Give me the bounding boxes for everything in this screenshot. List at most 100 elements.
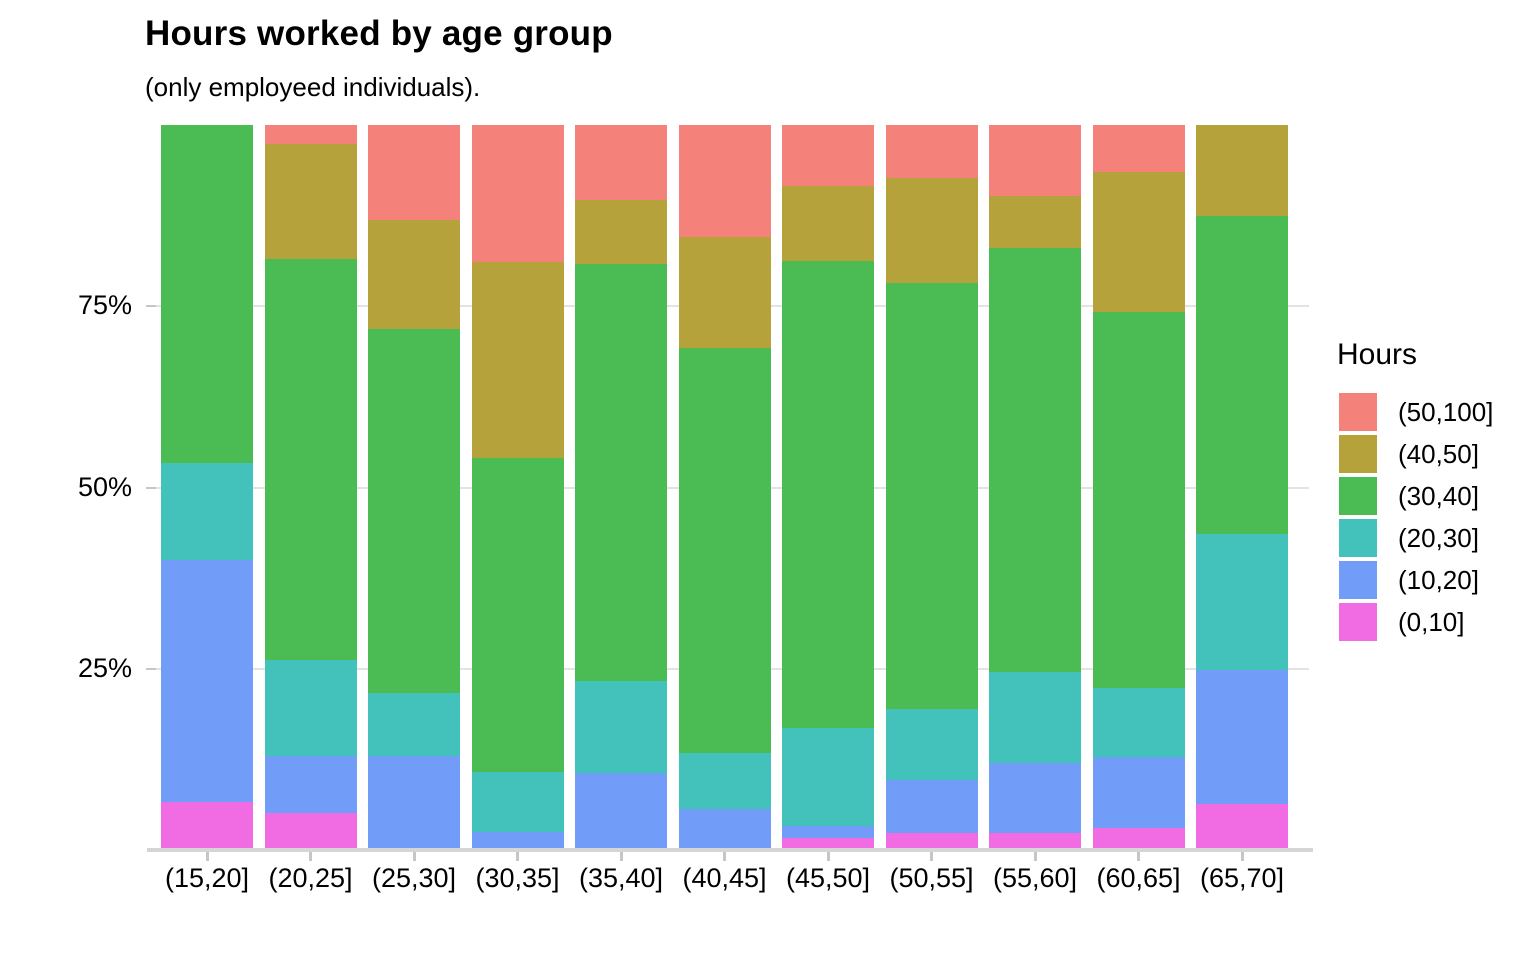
bar-segment-(50,100] xyxy=(575,125,667,200)
bar-segment-(40,50] xyxy=(264,143,357,260)
bar-segment-(40,50] xyxy=(678,236,771,349)
legend-swatch xyxy=(1339,393,1377,431)
bar-(65,70] xyxy=(1196,125,1288,850)
x-tick-mark xyxy=(1137,852,1140,861)
bar-segment-(10,20] xyxy=(1196,670,1288,805)
x-tick-label-(20,25]: (20,25] xyxy=(268,863,353,893)
bar-segment-(50,100] xyxy=(678,125,771,237)
x-tick-mark xyxy=(930,852,933,861)
chart-title: Hours worked by age group xyxy=(145,14,613,53)
bar-segment-(50,100] xyxy=(782,125,874,186)
bar-segment-(20,30] xyxy=(471,771,564,832)
legend-label: (40,50] xyxy=(1398,439,1479,469)
bar-segment-(20,30] xyxy=(264,660,357,756)
bar-segment-(20,30] xyxy=(782,728,874,827)
x-tick-mark xyxy=(205,852,209,861)
bar-segment-(30,40] xyxy=(782,261,874,729)
bar-(30,35] xyxy=(471,125,564,850)
bar-segment-(0,10] xyxy=(1092,828,1185,850)
bar-segment-(10,20] xyxy=(1092,757,1185,829)
bar-segment-(30,40] xyxy=(1092,312,1185,689)
legend-swatch xyxy=(1339,603,1377,641)
x-tick-label-(35,40]: (35,40] xyxy=(578,863,664,893)
bar-segment-(0,10] xyxy=(1196,804,1288,850)
x-tick-label-(25,30]: (25,30] xyxy=(371,863,457,893)
y-tick-label-75: 75% xyxy=(77,290,132,321)
bar-segment-(50,100] xyxy=(1092,125,1185,173)
bar-segment-(20,30] xyxy=(575,681,667,774)
x-tick-label-(30,35]: (30,35] xyxy=(475,863,560,893)
bar-(40,45] xyxy=(678,125,771,850)
bar-segment-(20,30] xyxy=(1196,533,1288,671)
bar-segment-(10,20] xyxy=(264,755,357,814)
legend-swatch xyxy=(1339,561,1377,599)
bar-segment-(30,40] xyxy=(1196,216,1288,534)
legend-label: (50,100] xyxy=(1398,397,1494,427)
bar-(20,25] xyxy=(264,125,357,850)
x-tick-mark xyxy=(723,852,726,861)
x-tick-mark xyxy=(309,852,312,861)
x-tick-mark xyxy=(516,852,519,861)
y-tick-mark xyxy=(146,305,156,308)
bar-segment-(30,40] xyxy=(885,283,978,710)
bar-segment-(30,40] xyxy=(264,259,357,661)
x-tick-label-(55,60]: (55,60] xyxy=(992,863,1078,893)
legend-swatch xyxy=(1339,477,1377,515)
bar-segment-(30,40] xyxy=(989,248,1081,672)
x-tick-label-(15,20]: (15,20] xyxy=(164,863,250,893)
bar-segment-(20,30] xyxy=(989,671,1081,763)
bar-segment-(50,100] xyxy=(264,125,357,144)
bar-segment-(0,10] xyxy=(161,802,253,850)
bar-segment-(0,10] xyxy=(264,813,357,850)
bar-segment-(40,50] xyxy=(989,196,1081,249)
bar-segment-(50,100] xyxy=(989,125,1081,197)
x-tick-label-(45,50]: (45,50] xyxy=(785,863,871,893)
legend-label: (20,30] xyxy=(1398,523,1479,553)
bar-segment-(40,50] xyxy=(885,177,978,284)
legend-label: (30,40] xyxy=(1398,481,1479,511)
bar-segment-(30,40] xyxy=(575,264,667,682)
bar-(50,55] xyxy=(885,125,978,850)
y-tick-mark xyxy=(146,667,156,670)
x-axis-line xyxy=(147,848,1313,852)
bar-segment-(40,50] xyxy=(368,219,460,329)
legend-title: Hours xyxy=(1337,338,1418,371)
legend-swatch xyxy=(1339,519,1377,557)
bar-segment-(40,50] xyxy=(471,262,564,458)
chart-subtitle: (only employeed individuals). xyxy=(145,72,481,102)
y-tick-mark xyxy=(146,486,156,489)
bar-segment-(10,20] xyxy=(678,808,771,850)
x-tick-mark xyxy=(1033,852,1037,861)
y-tick-label-50: 50% xyxy=(77,471,132,502)
legend-label: (0,10] xyxy=(1398,607,1465,637)
bar-segment-(0,10] xyxy=(885,833,978,850)
legend-swatch xyxy=(1339,435,1377,473)
bar-segment-(20,30] xyxy=(885,709,978,780)
bar-(45,50] xyxy=(782,125,874,850)
x-tick-mark xyxy=(619,852,623,861)
bar-segment-(50,100] xyxy=(368,125,460,220)
bar-segment-(40,50] xyxy=(1196,125,1288,217)
bar-segment-(0,10] xyxy=(989,833,1081,850)
x-tick-label-(50,55]: (50,55] xyxy=(889,863,974,893)
bar-segment-(50,100] xyxy=(885,125,978,178)
bar-segment-(10,20] xyxy=(368,755,460,850)
bar-segment-(40,50] xyxy=(575,199,667,265)
x-tick-label-(65,70]: (65,70] xyxy=(1199,863,1285,893)
bar-segment-(10,20] xyxy=(161,560,253,803)
bar-(15,20] xyxy=(161,125,253,850)
bar-segment-(50,100] xyxy=(471,125,564,263)
bar-segment-(20,30] xyxy=(368,692,460,756)
bar-(35,40] xyxy=(575,125,667,850)
bar-segment-(30,40] xyxy=(368,328,460,693)
bar-segment-(40,50] xyxy=(782,185,874,262)
bar-segment-(30,40] xyxy=(678,348,771,753)
bar-segment-(20,30] xyxy=(1092,688,1185,758)
bar-segment-(10,20] xyxy=(471,831,564,850)
bar-segment-(10,20] xyxy=(885,779,978,834)
x-tick-mark xyxy=(1240,852,1244,861)
bar-segment-(30,40] xyxy=(161,125,253,463)
bar-segment-(20,30] xyxy=(678,752,771,809)
x-tick-mark xyxy=(412,852,416,861)
